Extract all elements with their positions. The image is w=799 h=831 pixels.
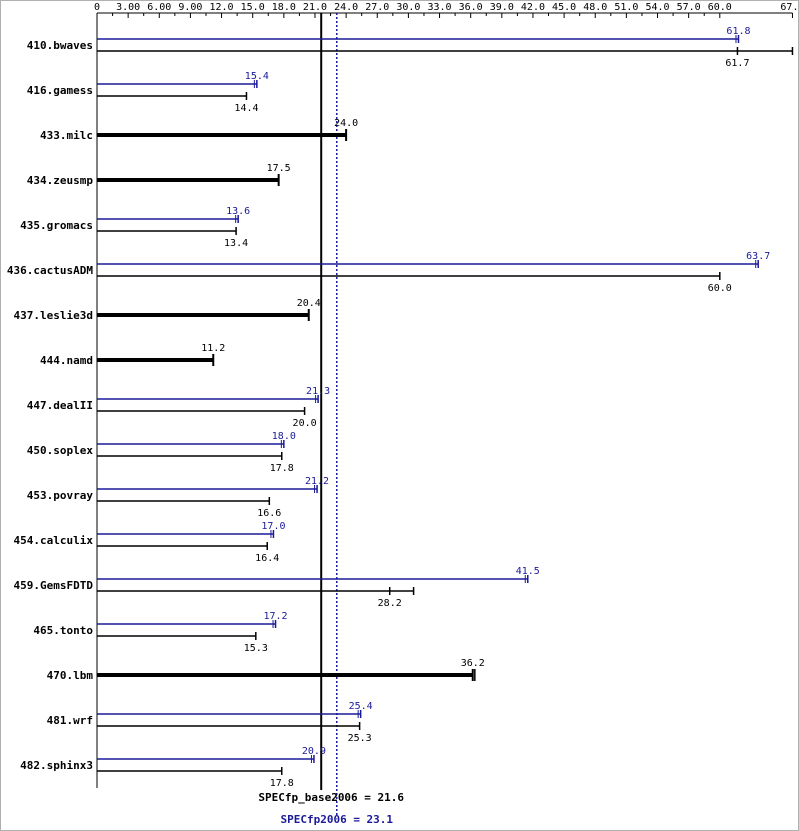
x-tick-label: 9.00 bbox=[178, 2, 202, 13]
base-value-label: 25.3 bbox=[348, 733, 372, 744]
base-value-label: 24.0 bbox=[334, 118, 358, 129]
peak-value-label: 41.5 bbox=[516, 566, 540, 577]
benchmark-label: 435.gromacs bbox=[20, 219, 93, 232]
base-value-label: 13.4 bbox=[224, 238, 248, 249]
x-tick-label: 18.0 bbox=[272, 2, 296, 13]
benchmark-label: 447.dealII bbox=[27, 399, 93, 412]
benchmark-label: 470.lbm bbox=[47, 669, 94, 682]
benchmark-label: 450.soplex bbox=[27, 444, 94, 457]
base-value-label: 17.5 bbox=[267, 163, 291, 174]
x-tick-label: 33.0 bbox=[427, 2, 451, 13]
base-value-label: 17.8 bbox=[270, 778, 294, 789]
peak-value-label: 25.4 bbox=[349, 701, 373, 712]
peak-value-label: 61.8 bbox=[726, 26, 750, 37]
base-value-label: 17.8 bbox=[270, 463, 294, 474]
benchmark-label: 410.bwaves bbox=[27, 39, 93, 52]
benchmark-label: 444.namd bbox=[40, 354, 93, 367]
x-tick-label: 60.0 bbox=[708, 2, 732, 13]
base-value-label: 11.2 bbox=[201, 343, 225, 354]
x-tick-label: 67.0 bbox=[780, 2, 798, 13]
peak-value-label: 21.3 bbox=[306, 386, 330, 397]
x-tick-label: 42.0 bbox=[521, 2, 545, 13]
benchmark-label: 454.calculix bbox=[14, 534, 94, 547]
x-tick-label: 15.0 bbox=[241, 2, 265, 13]
x-tick-label: 45.0 bbox=[552, 2, 576, 13]
base-value-label: 20.4 bbox=[297, 298, 321, 309]
base-value-label: 15.3 bbox=[244, 643, 268, 654]
base-value-label: 20.0 bbox=[293, 418, 317, 429]
benchmark-label: 416.gamess bbox=[27, 84, 93, 97]
x-tick-label: 0 bbox=[94, 2, 100, 13]
x-tick-label: 57.0 bbox=[677, 2, 701, 13]
peak-value-label: 63.7 bbox=[746, 251, 770, 262]
x-tick-label: 6.00 bbox=[147, 2, 171, 13]
benchmark-label: 436.cactusADM bbox=[7, 264, 93, 277]
x-tick-label: 21.0 bbox=[303, 2, 327, 13]
x-tick-label: 24.0 bbox=[334, 2, 358, 13]
peak-value-label: 18.0 bbox=[272, 431, 296, 442]
x-tick-label: 36.0 bbox=[459, 2, 483, 13]
base-value-label: 16.4 bbox=[255, 553, 279, 564]
peak-value-label: 13.6 bbox=[226, 206, 250, 217]
x-tick-label: 39.0 bbox=[490, 2, 514, 13]
peak-value-label: 15.4 bbox=[245, 71, 269, 82]
peak-value-label: 17.0 bbox=[261, 521, 285, 532]
base-value-label: 14.4 bbox=[234, 103, 258, 114]
benchmark-label: 465.tonto bbox=[33, 624, 93, 637]
benchmark-label: 433.milc bbox=[40, 129, 93, 142]
x-tick-label: 48.0 bbox=[583, 2, 607, 13]
base-value-label: 16.6 bbox=[257, 508, 281, 519]
x-tick-label: 30.0 bbox=[396, 2, 420, 13]
base-value-label: 60.0 bbox=[708, 283, 732, 294]
peak-value-label: 17.2 bbox=[263, 611, 287, 622]
x-tick-label: 3.00 bbox=[116, 2, 140, 13]
x-tick-label: 12.0 bbox=[210, 2, 234, 13]
peak-value-label: 21.2 bbox=[305, 476, 329, 487]
benchmark-label: 453.povray bbox=[27, 489, 94, 502]
base-value-label: 61.7 bbox=[725, 58, 749, 69]
x-tick-label: 54.0 bbox=[645, 2, 669, 13]
x-tick-label: 51.0 bbox=[614, 2, 638, 13]
benchmark-label: 481.wrf bbox=[47, 714, 93, 727]
benchmark-label: 437.leslie3d bbox=[14, 309, 93, 322]
base-value-label: 36.2 bbox=[461, 658, 485, 669]
benchmark-label: 459.GemsFDTD bbox=[14, 579, 94, 592]
x-tick-label: 27.0 bbox=[365, 2, 389, 13]
peak-value-label: 20.9 bbox=[302, 746, 326, 757]
benchmark-label: 434.zeusmp bbox=[27, 174, 94, 187]
benchmark-label: 482.sphinx3 bbox=[20, 759, 93, 772]
base-mean-label: SPECfp_base2006 = 21.6 bbox=[258, 791, 404, 804]
peak-mean-label: SPECfp2006 = 23.1 bbox=[280, 813, 393, 826]
base-value-label: 28.2 bbox=[378, 598, 402, 609]
